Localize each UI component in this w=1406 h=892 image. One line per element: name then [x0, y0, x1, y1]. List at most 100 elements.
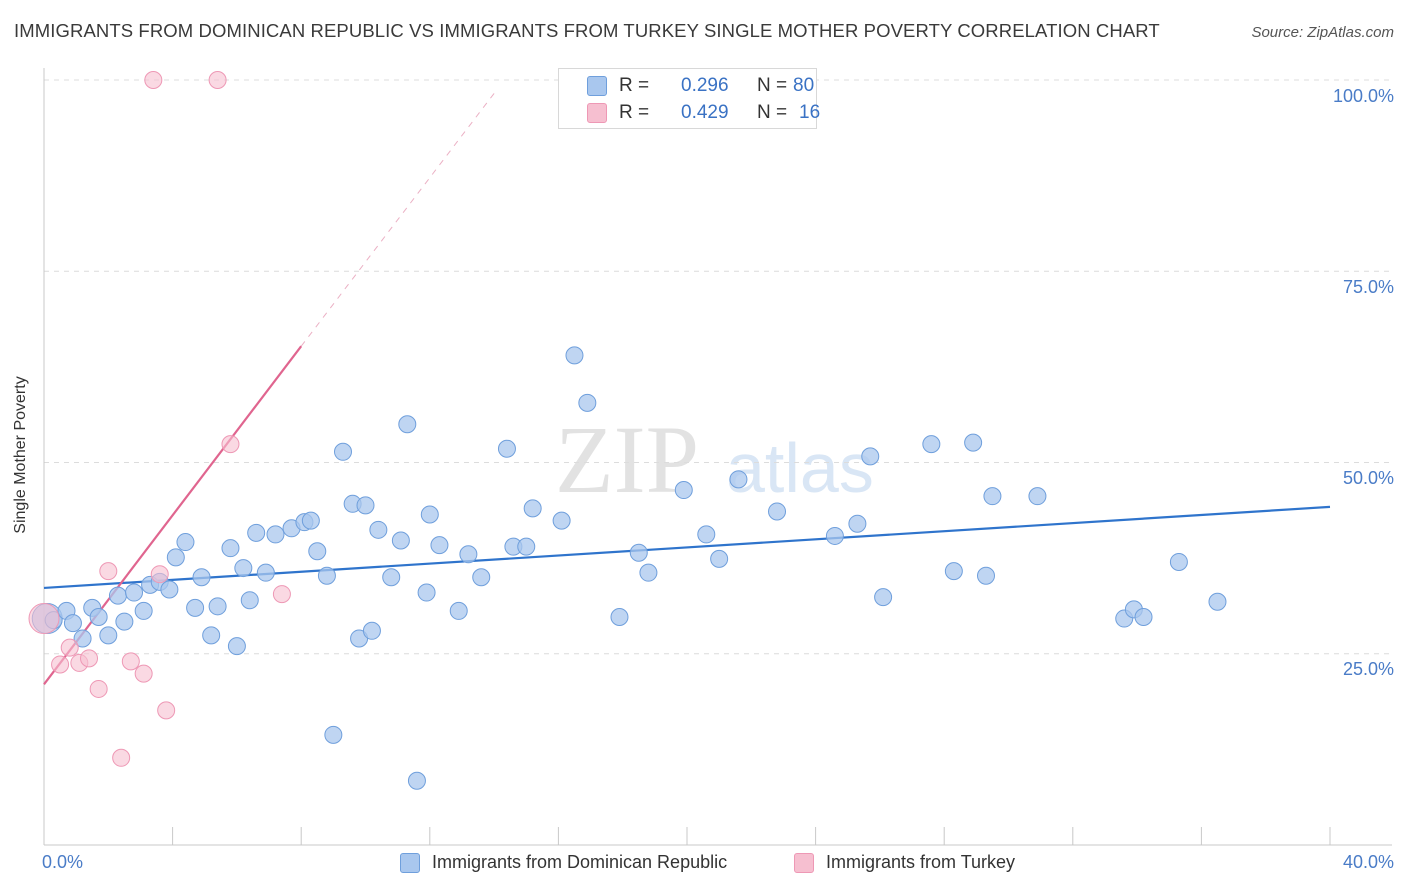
data-point-turkey [60, 638, 79, 657]
data-point-turkey [99, 562, 118, 581]
trend-line-solid [43, 345, 303, 686]
y-tick-label-50: 50.0% [1342, 468, 1394, 488]
data-point-turkey [221, 435, 240, 454]
data-point-dominican-republic [308, 542, 327, 561]
data-point-dominican-republic [192, 568, 211, 587]
axes [43, 68, 1392, 846]
data-point-dominican-republic [552, 511, 571, 530]
data-point-dominican-republic [202, 626, 221, 645]
chart-title: IMMIGRANTS FROM DOMINICAN REPUBLIC VS IM… [14, 20, 1160, 41]
legend-swatch-pink [587, 103, 607, 123]
data-point-dominican-republic [317, 566, 336, 585]
data-point-dominican-republic [922, 435, 941, 454]
data-point-dominican-republic [221, 539, 240, 558]
watermark: ZIP atlas [555, 406, 874, 513]
data-point-dominican-republic [356, 496, 375, 515]
trend-line-turkey [43, 88, 498, 686]
series-name: Immigrants from Turkey [826, 852, 1016, 872]
data-point-dominican-republic [166, 548, 185, 567]
gridlines [44, 79, 1392, 655]
data-point-dominican-republic [99, 626, 118, 645]
data-point-dominican-republic [1208, 592, 1227, 611]
legend-r-value: 0.429 [681, 102, 729, 123]
legend-r-value: 0.296 [681, 75, 729, 96]
data-point-dominican-republic [227, 637, 246, 656]
data-point-dominican-republic [497, 439, 516, 458]
data-point-dominican-republic [523, 499, 542, 518]
x-tick-label-min: 0.0% [42, 852, 84, 872]
data-point-dominican-republic [517, 537, 536, 556]
data-point-dominican-republic [768, 502, 787, 521]
watermark-zip: ZIP [555, 406, 699, 513]
source-credit: Source: ZipAtlas.com [1251, 24, 1394, 41]
data-point-dominican-republic [108, 586, 127, 605]
data-point-turkey [121, 652, 140, 671]
data-point-dominican-republic [176, 533, 195, 552]
data-point-dominican-republic [407, 771, 426, 790]
data-point-dominican-republic [472, 568, 491, 587]
data-point-turkey [150, 565, 169, 584]
data-point-dominican-republic [1134, 608, 1153, 627]
data-point-dominican-republic [391, 531, 410, 550]
data-point-dominican-republic [333, 442, 352, 461]
data-point-dominican-republic [234, 559, 253, 578]
data-point-dominican-republic [944, 562, 963, 581]
data-point-dominican-republic [578, 393, 597, 412]
data-point-dominican-republic [324, 725, 343, 744]
data-point-dominican-republic [610, 608, 629, 627]
data-point-dominican-republic [301, 511, 320, 530]
data-point-dominican-republic [89, 608, 108, 627]
data-point-turkey [89, 679, 108, 698]
data-point-dominican-republic [247, 523, 266, 542]
data-point-dominican-republic [674, 481, 693, 500]
data-point-dominican-republic [565, 346, 584, 365]
y-tick-label-100: 100.0% [1332, 86, 1394, 106]
data-point-dominican-republic [417, 583, 436, 602]
data-point-turkey [157, 701, 176, 720]
data-point-dominican-republic [430, 536, 449, 555]
data-point-dominican-republic [398, 415, 417, 434]
data-point-dominican-republic [362, 621, 381, 640]
data-point-dominican-republic [1028, 487, 1047, 506]
data-point-dominican-republic [240, 591, 259, 610]
data-point-dominican-republic [1169, 552, 1188, 571]
data-point-dominican-republic [697, 525, 716, 544]
trend-line-extrapolated [300, 88, 498, 347]
legend-r-label: R = [619, 75, 650, 96]
data-point-dominican-republic [115, 612, 134, 631]
data-point-turkey [80, 649, 99, 668]
data-point-turkey [208, 71, 227, 89]
legend-swatch-blue [587, 76, 607, 96]
data-point-dominican-republic [134, 601, 153, 620]
watermark-atlas: atlas [726, 429, 874, 507]
data-point-dominican-republic [369, 520, 388, 539]
points-turkey [28, 71, 291, 767]
points-dominican-republic [31, 346, 1227, 790]
series-swatch-pink [794, 853, 814, 873]
data-point-turkey [28, 603, 60, 635]
data-point-dominican-republic [420, 505, 439, 524]
data-point-dominican-republic [629, 543, 648, 562]
legend-n-value: 80 [793, 75, 815, 96]
data-point-dominican-republic [710, 549, 729, 568]
data-point-dominican-republic [825, 526, 844, 545]
data-point-dominican-republic [382, 568, 401, 587]
data-point-dominican-republic [639, 563, 658, 582]
data-point-dominican-republic [256, 563, 275, 582]
y-tick-label-75: 75.0% [1342, 277, 1394, 297]
legend-n-value: 16 [799, 102, 821, 123]
data-point-dominican-republic [73, 629, 92, 648]
data-point-turkey [112, 748, 131, 767]
data-point-dominican-republic [125, 583, 144, 602]
series-swatch-blue [400, 853, 420, 873]
data-point-turkey [272, 585, 291, 604]
data-point-dominican-republic [459, 545, 478, 564]
data-point-dominican-republic [160, 580, 179, 599]
data-point-dominican-republic [186, 598, 205, 617]
data-point-turkey [144, 71, 163, 89]
data-point-dominican-republic [964, 433, 983, 452]
data-point-dominican-republic [266, 525, 285, 544]
x-tick-label-max: 40.0% [1342, 852, 1394, 872]
data-point-turkey [51, 655, 70, 674]
